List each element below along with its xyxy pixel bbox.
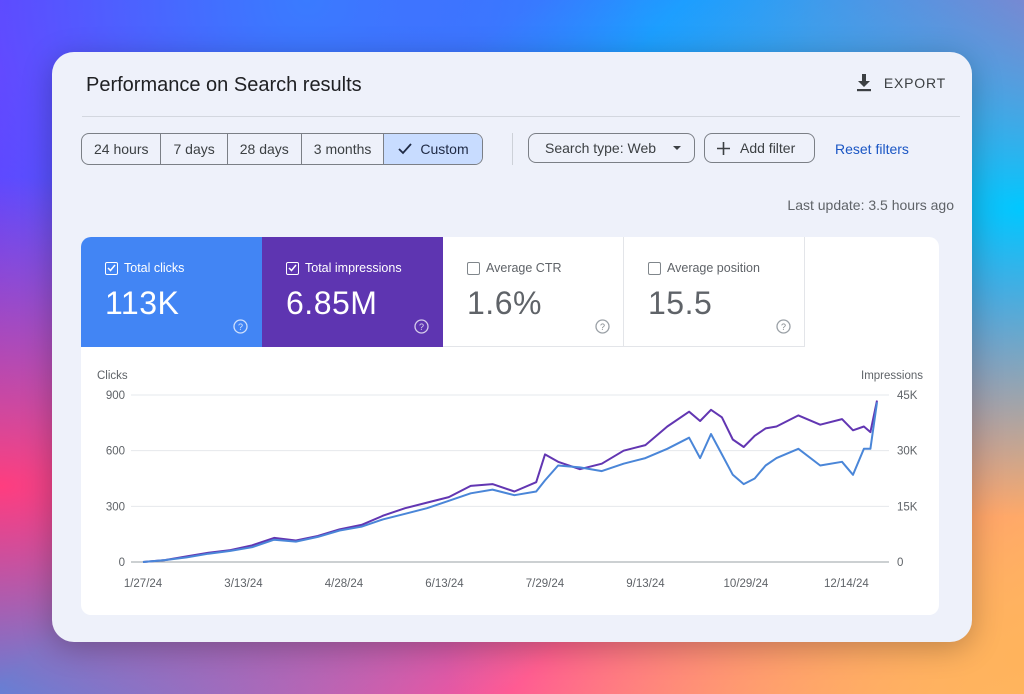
y-left-tick-label: 600 — [106, 446, 125, 458]
date-option-24-hours[interactable]: 24 hours — [82, 134, 162, 164]
metric-label: Total clicks — [124, 261, 185, 275]
series-line-impressions — [142, 400, 878, 563]
reset-filters-link[interactable]: Reset filters — [835, 141, 909, 157]
checkbox-checked-icon[interactable] — [105, 261, 118, 275]
metric-label: Average position — [667, 261, 760, 275]
last-update-text: Last update: 3.5 hours ago — [787, 197, 954, 213]
checkbox-checked-icon[interactable] — [286, 261, 299, 275]
toolbar-divider — [512, 133, 513, 165]
metric-value: 15.5 — [648, 285, 713, 321]
date-range-selector: 24 hours 7 days 28 days 3 months Custom — [81, 133, 483, 165]
checkmark-icon — [398, 143, 413, 155]
add-filter-label: Add filter — [740, 140, 796, 156]
metric-value: 113K — [105, 285, 180, 321]
date-option-3-months[interactable]: 3 months — [302, 134, 385, 164]
download-icon — [856, 74, 871, 92]
y-right-tick-label: 0 — [897, 557, 903, 569]
y-left-tick-label: 900 — [106, 390, 125, 402]
help-icon[interactable]: ? — [776, 319, 791, 334]
metric-average-position[interactable]: Average position 15.5 ? — [624, 237, 805, 347]
search-type-dropdown[interactable]: Search type: Web — [528, 133, 695, 163]
header-divider — [82, 116, 960, 117]
performance-chart: Clicks Impressions 900 45K 600 30K 300 15K 0 0 1/2… — [97, 370, 923, 590]
metric-label-row: Total impressions — [286, 261, 402, 275]
x-tick-label: 6/13/24 — [425, 578, 464, 590]
x-tick-label: 1/27/24 — [124, 578, 163, 590]
y-left-tick-label: 0 — [119, 557, 125, 569]
metric-label-row: Average position — [648, 261, 760, 275]
y-right-tick-label: 45K — [897, 390, 918, 402]
y-right-tick-label: 30K — [897, 446, 918, 458]
x-tick-label: 7/29/24 — [526, 578, 565, 590]
checkbox-unchecked-icon[interactable] — [467, 261, 480, 275]
x-tick-label: 3/13/24 — [224, 578, 263, 590]
x-tick-label: 10/29/24 — [724, 578, 769, 590]
svg-text:?: ? — [781, 322, 786, 332]
metric-label: Total impressions — [305, 261, 402, 275]
series-line-clicks — [142, 402, 878, 563]
svg-text:?: ? — [419, 322, 424, 332]
date-option-custom[interactable]: Custom — [384, 134, 482, 164]
svg-text:?: ? — [600, 322, 605, 332]
metric-value: 1.6% — [467, 285, 542, 321]
metric-total-clicks[interactable]: Total clicks 113K ? — [81, 237, 262, 347]
export-label: EXPORT — [883, 75, 946, 91]
help-icon[interactable]: ? — [414, 319, 429, 334]
export-button[interactable]: EXPORT — [856, 74, 946, 92]
svg-text:?: ? — [238, 322, 243, 332]
metric-label-row: Total clicks — [105, 261, 184, 275]
metric-average-ctr[interactable]: Average CTR 1.6% ? — [443, 237, 624, 347]
y-left-axis-title: Clicks — [97, 370, 128, 382]
metric-value: 6.85M — [286, 285, 378, 321]
y-right-axis-title: Impressions — [861, 370, 923, 382]
metric-label-row: Average CTR — [467, 261, 562, 275]
checkbox-unchecked-icon[interactable] — [648, 261, 661, 275]
date-option-custom-label: Custom — [420, 141, 469, 157]
dropdown-arrow-icon — [673, 146, 681, 150]
search-type-label: Search type: Web — [545, 140, 657, 156]
performance-panel: Total clicks 113K ? Total impressions 6.… — [81, 237, 939, 615]
date-option-7-days[interactable]: 7 days — [161, 134, 228, 164]
y-right-tick-label: 15K — [897, 501, 918, 513]
help-icon[interactable]: ? — [595, 319, 610, 334]
add-filter-button[interactable]: Add filter — [704, 133, 815, 163]
plus-icon — [717, 141, 730, 155]
x-tick-label: 4/28/24 — [325, 578, 364, 590]
metric-total-impressions[interactable]: Total impressions 6.85M ? — [262, 237, 443, 347]
metric-label: Average CTR — [486, 261, 562, 275]
performance-card: Performance on Search results EXPORT 24 … — [52, 52, 972, 642]
y-left-tick-label: 300 — [106, 501, 125, 513]
help-icon[interactable]: ? — [233, 319, 248, 334]
date-option-28-days[interactable]: 28 days — [228, 134, 302, 164]
x-tick-label: 12/14/24 — [824, 578, 869, 590]
x-tick-label: 9/13/24 — [626, 578, 665, 590]
page-title: Performance on Search results — [86, 74, 362, 96]
